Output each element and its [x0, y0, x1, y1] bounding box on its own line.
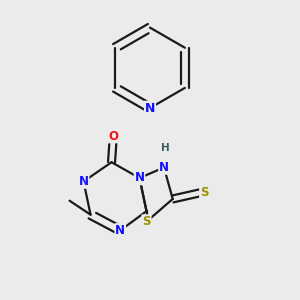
Text: N: N: [79, 175, 88, 188]
Text: N: N: [159, 161, 169, 174]
Text: O: O: [108, 130, 118, 142]
Text: N: N: [115, 224, 125, 237]
Text: N: N: [145, 101, 155, 115]
Text: S: S: [142, 215, 151, 228]
Text: N: N: [134, 172, 145, 184]
Text: S: S: [200, 186, 208, 199]
Text: H: H: [161, 143, 170, 153]
